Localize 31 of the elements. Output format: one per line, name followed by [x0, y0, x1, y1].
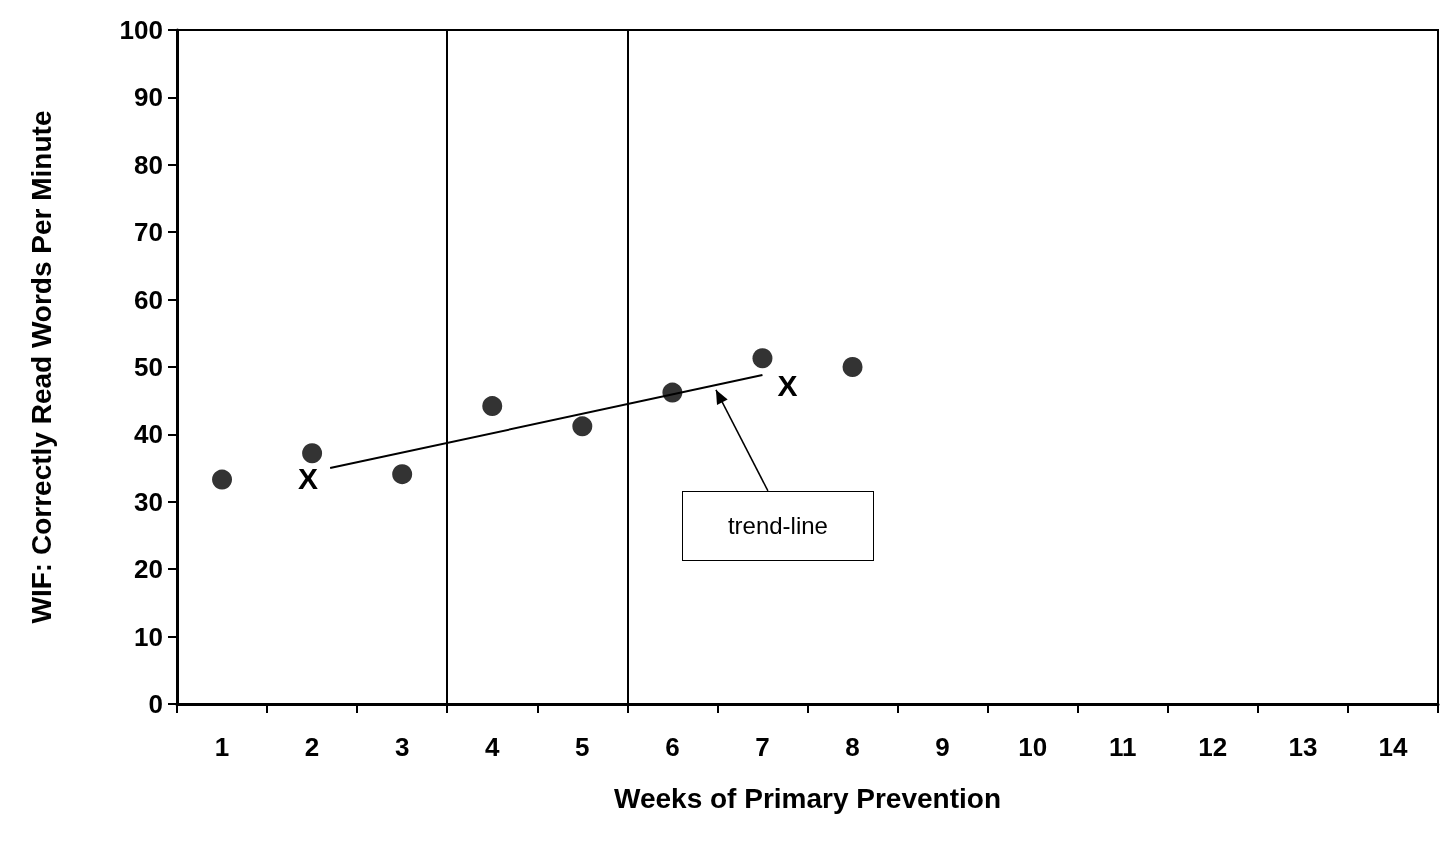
y-tick-label: 70: [134, 217, 163, 248]
x-tick-label: 13: [1288, 732, 1318, 762]
x-tick-label: 10: [1018, 732, 1048, 762]
y-tick-label: 80: [134, 149, 163, 180]
x-tick-label: 2: [304, 732, 320, 762]
y-tick-label: 100: [119, 15, 163, 45]
x-tick-label: 5: [575, 732, 590, 762]
x-tick-label: 4: [485, 732, 501, 762]
y-tick-label: 40: [134, 419, 163, 450]
x-tick-label: 1: [214, 732, 230, 762]
x-tick-label: 8: [845, 732, 860, 762]
y-tick-label: 20: [134, 554, 163, 585]
y-tick-label: 60: [134, 284, 163, 315]
annotation: trend-line: [727, 511, 828, 540]
x-axis-title: Weeks of Primary Prevention: [614, 782, 1001, 814]
annotation: X: [298, 461, 319, 495]
x-tick-label: 12: [1198, 732, 1228, 762]
x-tick-label: 7: [755, 732, 770, 762]
callout-box: trend-line: [681, 490, 874, 561]
x-tick-label: 6: [665, 732, 680, 762]
y-tick-label: 90: [134, 82, 163, 113]
annotation: X: [777, 368, 798, 402]
x-tick-label: 14: [1378, 732, 1408, 762]
y-tick-label: 50: [134, 352, 163, 382]
y-tick-label: 10: [134, 621, 163, 652]
x-tick-label: 9: [935, 732, 950, 762]
x-tick-label: 11: [1109, 732, 1137, 762]
y-axis-title: WIF: Correctly Read Words Per Minute: [25, 110, 57, 624]
y-tick-label: 30: [134, 486, 163, 517]
x-tick-label: 3: [394, 732, 410, 762]
y-tick-label: 0: [148, 689, 163, 719]
